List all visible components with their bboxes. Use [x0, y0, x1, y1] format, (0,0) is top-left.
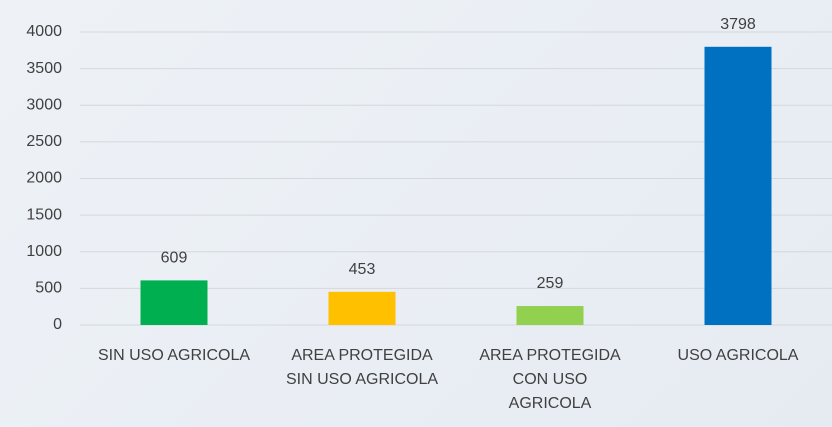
bar — [516, 306, 584, 325]
value-label: 609 — [161, 250, 188, 267]
y-tick-label: 4000 — [26, 23, 62, 40]
bar — [328, 291, 396, 325]
y-tick-label: 1000 — [26, 243, 62, 260]
y-tick-label: 2500 — [26, 133, 62, 150]
value-label: 3798 — [720, 16, 756, 33]
y-tick-label: 0 — [53, 316, 62, 333]
value-label: 453 — [349, 261, 376, 278]
x-tick-label: SIN USO AGRICOLA — [98, 347, 250, 364]
y-tick-label: 3000 — [26, 96, 62, 113]
x-tick-label: USO AGRICOLA — [678, 347, 799, 364]
y-tick-label: 1500 — [26, 206, 62, 223]
y-tick-label: 2000 — [26, 170, 62, 187]
x-tick-label: AREA PROTEGIDA SIN USO AGRICOLA — [286, 347, 438, 388]
y-tick-label: 500 — [35, 280, 62, 297]
value-label: 259 — [537, 275, 564, 292]
y-tick-label: 3500 — [26, 60, 62, 77]
x-tick-label: AREA PROTEGIDA CON USO AGRICOLA — [479, 347, 621, 412]
bar — [140, 280, 208, 325]
bar — [704, 46, 772, 325]
